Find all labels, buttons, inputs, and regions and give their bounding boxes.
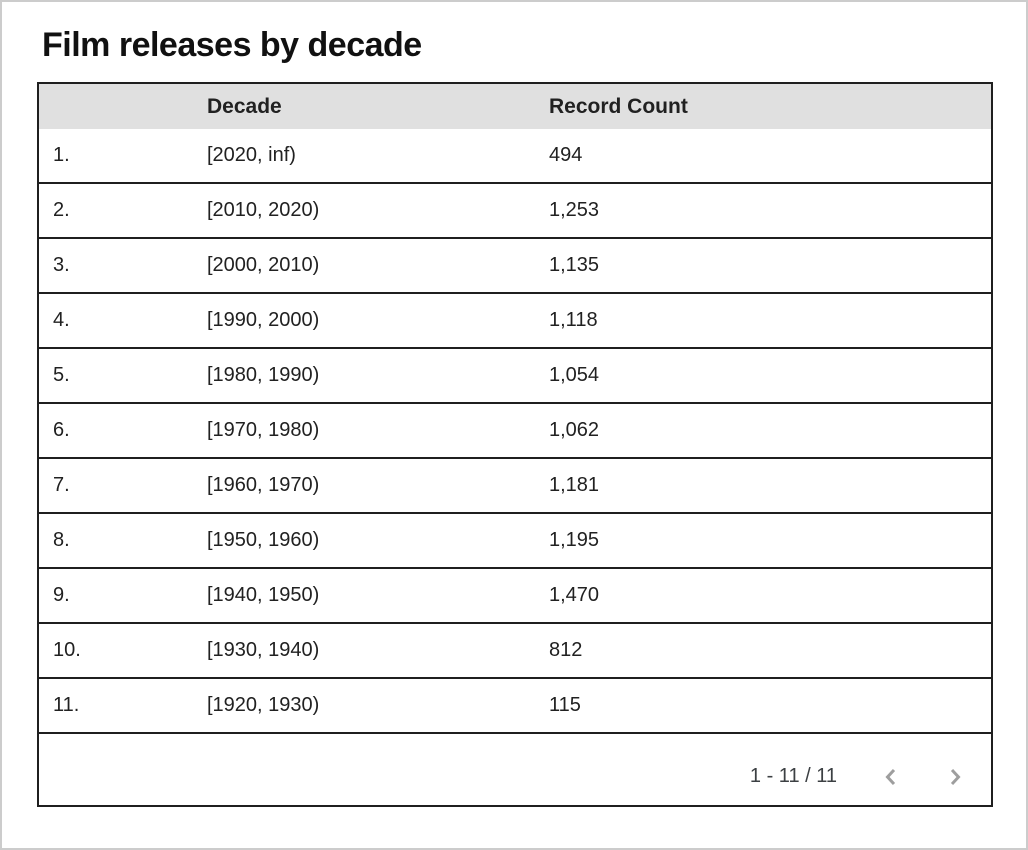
pagination-next-button[interactable]: [931, 753, 979, 801]
cell-record-count: 1,135: [549, 254, 600, 276]
cell-decade: [1930, 1940): [207, 639, 320, 661]
row-index: 7.: [53, 474, 70, 496]
table-row[interactable]: 10. [1930, 1940) 812: [39, 624, 991, 679]
cell-decade: [2020, inf): [207, 144, 296, 166]
row-index: 1.: [53, 144, 70, 166]
column-header-decade[interactable]: Decade: [207, 94, 282, 118]
pagination-range: 1 - 11 / 11: [749, 765, 837, 787]
table-row[interactable]: 5. [1980, 1990) 1,054: [39, 349, 991, 404]
row-index: 11.: [53, 694, 80, 716]
table-row[interactable]: 3. [2000, 2010) 1,135: [39, 239, 991, 294]
cell-decade: [2000, 2010): [207, 254, 320, 276]
cell-record-count: 812: [549, 639, 583, 661]
data-table: Decade Record Count 1. [2020, inf) 494 2…: [37, 82, 993, 807]
column-header-index: [39, 84, 207, 129]
chevron-right-icon: [943, 765, 967, 789]
cell-decade: [1980, 1990): [207, 364, 320, 386]
row-index: 9.: [53, 584, 70, 606]
cell-record-count: 1,470: [549, 584, 600, 606]
cell-record-count: 494: [549, 144, 583, 166]
cell-decade: [2010, 2020): [207, 199, 320, 221]
cell-record-count: 1,054: [549, 364, 600, 386]
row-index: 3.: [53, 254, 70, 276]
cell-record-count: 115: [549, 694, 581, 716]
cell-record-count: 1,181: [549, 474, 600, 496]
cell-decade: [1990, 2000): [207, 309, 320, 331]
cell-record-count: 1,062: [549, 419, 600, 441]
row-index: 5.: [53, 364, 70, 386]
table-row[interactable]: 11. [1920, 1930) 115: [39, 679, 991, 734]
cell-record-count: 1,195: [549, 529, 600, 551]
page-title: Film releases by decade: [42, 26, 422, 64]
chevron-left-icon: [879, 765, 903, 789]
pagination-prev-button[interactable]: [867, 753, 915, 801]
table-row[interactable]: 8. [1950, 1960) 1,195: [39, 514, 991, 569]
cell-record-count: 1,118: [549, 309, 598, 331]
row-index: 8.: [53, 529, 70, 551]
table-row[interactable]: 4. [1990, 2000) 1,118: [39, 294, 991, 349]
row-index: 10.: [53, 639, 81, 661]
table-row[interactable]: 2. [2010, 2020) 1,253: [39, 184, 991, 239]
row-index: 2.: [53, 199, 70, 221]
row-index: 4.: [53, 309, 70, 331]
cell-decade: [1940, 1950): [207, 584, 320, 606]
cell-decade: [1970, 1980): [207, 419, 320, 441]
row-index: 6.: [53, 419, 70, 441]
column-header-record-count[interactable]: Record Count: [549, 94, 688, 118]
table-row[interactable]: 7. [1960, 1970) 1,181: [39, 459, 991, 514]
table-header-row: Decade Record Count: [39, 84, 991, 129]
pagination-bar: 1 - 11 / 11: [39, 734, 991, 805]
table-row[interactable]: 6. [1970, 1980) 1,062: [39, 404, 991, 459]
cell-record-count: 1,253: [549, 199, 600, 221]
cell-decade: [1920, 1930): [207, 694, 320, 716]
table-row[interactable]: 9. [1940, 1950) 1,470: [39, 569, 991, 624]
cell-decade: [1960, 1970): [207, 474, 320, 496]
cell-decade: [1950, 1960): [207, 529, 320, 551]
table-row[interactable]: 1. [2020, inf) 494: [39, 129, 991, 184]
